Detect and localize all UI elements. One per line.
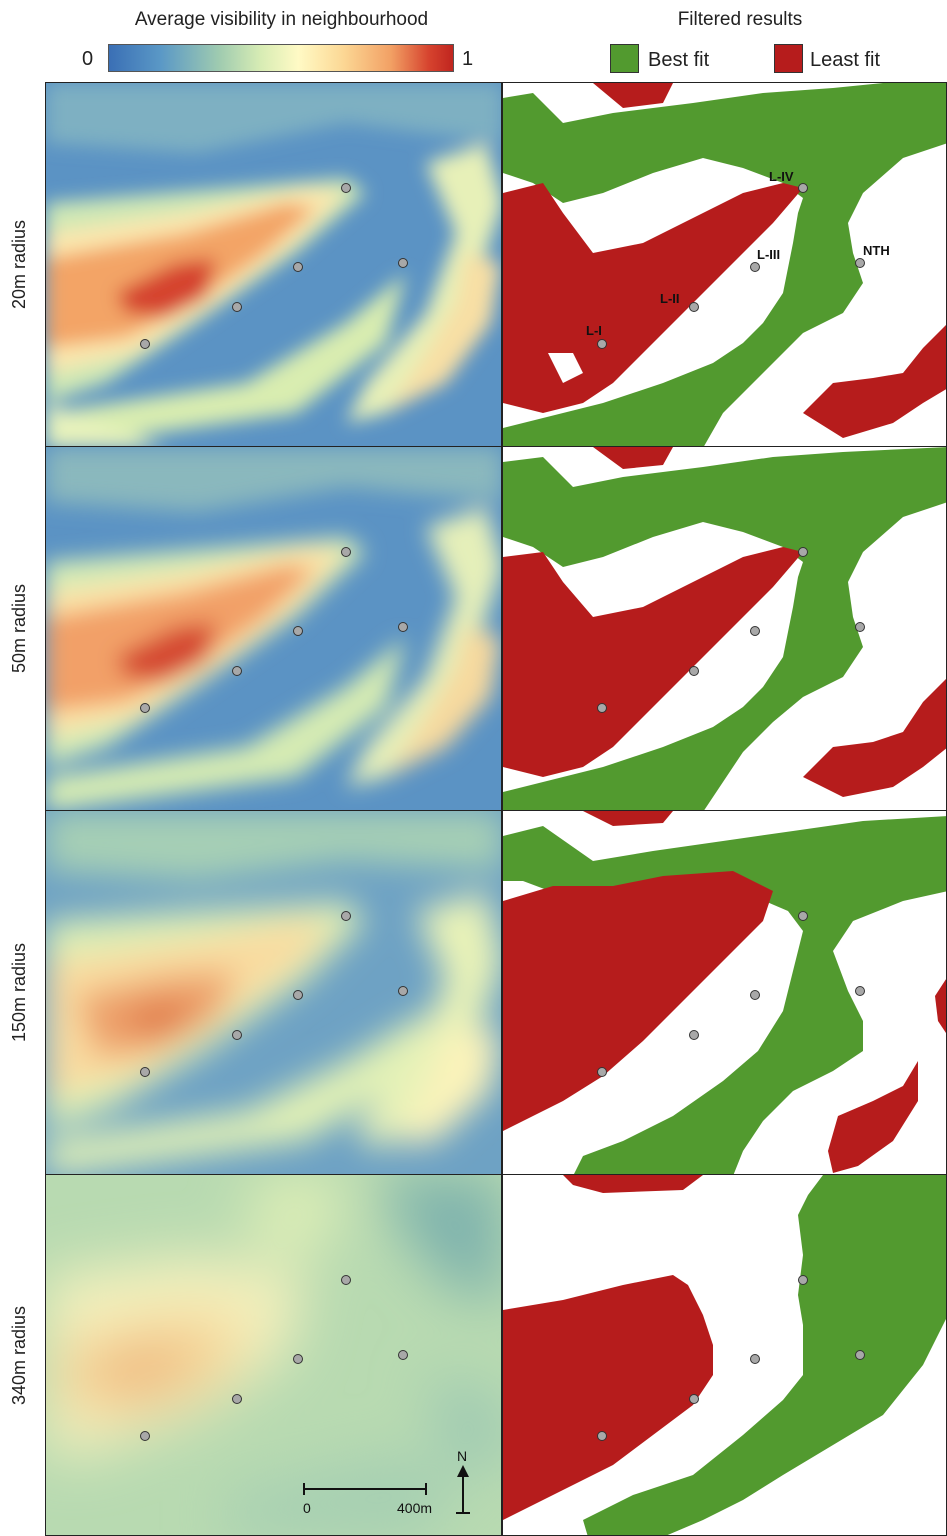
site-label-l-ii: L-II (660, 291, 680, 306)
site-label-l-i: L-I (586, 323, 602, 338)
site-marker (140, 703, 150, 713)
row-label-340m: 340m radius (9, 1305, 30, 1405)
least-fit-swatch (774, 44, 803, 73)
north-label: N (457, 1448, 467, 1464)
filtered-map-150m (502, 810, 947, 1175)
scale-bar (303, 1483, 427, 1495)
scale-bar-end: 400m (397, 1500, 432, 1516)
site-marker (398, 1350, 408, 1360)
site-marker (140, 339, 150, 349)
site-marker (597, 703, 607, 713)
site-marker (341, 183, 351, 193)
site-marker (293, 262, 303, 272)
site-marker-nth (855, 258, 865, 268)
site-marker (689, 1030, 699, 1040)
site-marker (293, 990, 303, 1000)
visibility-map-50m (45, 446, 502, 811)
site-marker (140, 1067, 150, 1077)
filtered-map-20m: L-I L-II L-III L-IV NTH (502, 82, 947, 447)
filtered-map-340m (502, 1174, 947, 1536)
site-marker (597, 1431, 607, 1441)
filtered-map-50m (502, 446, 947, 811)
site-label-nth: NTH (863, 243, 890, 258)
site-marker (398, 622, 408, 632)
site-marker (293, 1354, 303, 1364)
scale-min-label: 0 (82, 48, 94, 70)
site-marker (798, 547, 808, 557)
scale-bar-start: 0 (303, 1500, 311, 1516)
site-label-l-iii: L-III (757, 247, 780, 262)
site-marker (597, 1067, 607, 1077)
site-marker (341, 547, 351, 557)
site-marker (798, 911, 808, 921)
site-marker (750, 1354, 760, 1364)
visibility-gradient-bar (108, 44, 454, 72)
visibility-map-340m: 0 400m N (45, 1174, 502, 1536)
site-marker (232, 666, 242, 676)
site-marker (398, 258, 408, 268)
visibility-map-150m (45, 810, 502, 1175)
site-marker (689, 1394, 699, 1404)
scale-max-label: 1 (462, 48, 474, 70)
site-marker (855, 622, 865, 632)
least-fit-label: Least fit (810, 49, 881, 71)
site-marker (750, 626, 760, 636)
filter-legend-title: Filtered results (677, 9, 803, 30)
site-marker-l-iv (798, 183, 808, 193)
site-marker (341, 911, 351, 921)
site-marker (341, 1275, 351, 1285)
visibility-map-20m (45, 82, 502, 447)
site-marker (232, 302, 242, 312)
row-label-150m: 150m radius (9, 942, 30, 1042)
site-marker-l-iii (750, 262, 760, 272)
site-marker-l-i (597, 339, 607, 349)
site-marker (855, 1350, 865, 1360)
best-fit-swatch (610, 44, 639, 73)
site-marker (232, 1030, 242, 1040)
site-marker (140, 1431, 150, 1441)
site-marker (689, 666, 699, 676)
row-label-20m: 20m radius (9, 219, 30, 309)
site-marker (798, 1275, 808, 1285)
site-marker (293, 626, 303, 636)
site-marker (232, 1394, 242, 1404)
north-arrow-icon (456, 1465, 470, 1514)
site-marker-l-ii (689, 302, 699, 312)
site-label-l-iv: L-IV (769, 169, 794, 184)
best-fit-label: Best fit (648, 49, 710, 71)
site-marker (398, 986, 408, 996)
site-marker (855, 986, 865, 996)
site-marker (750, 990, 760, 1000)
row-label-50m: 50m radius (9, 583, 30, 673)
visibility-legend-title: Average visibility in neighbourhood (134, 9, 429, 30)
